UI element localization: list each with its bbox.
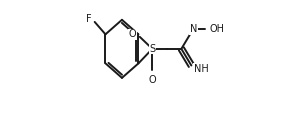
Text: N: N (190, 24, 197, 34)
Text: O: O (149, 75, 156, 85)
Text: OH: OH (210, 24, 225, 34)
Text: F: F (86, 14, 92, 24)
Text: O: O (129, 29, 137, 39)
Text: NH: NH (194, 64, 209, 74)
Text: S: S (149, 44, 156, 54)
